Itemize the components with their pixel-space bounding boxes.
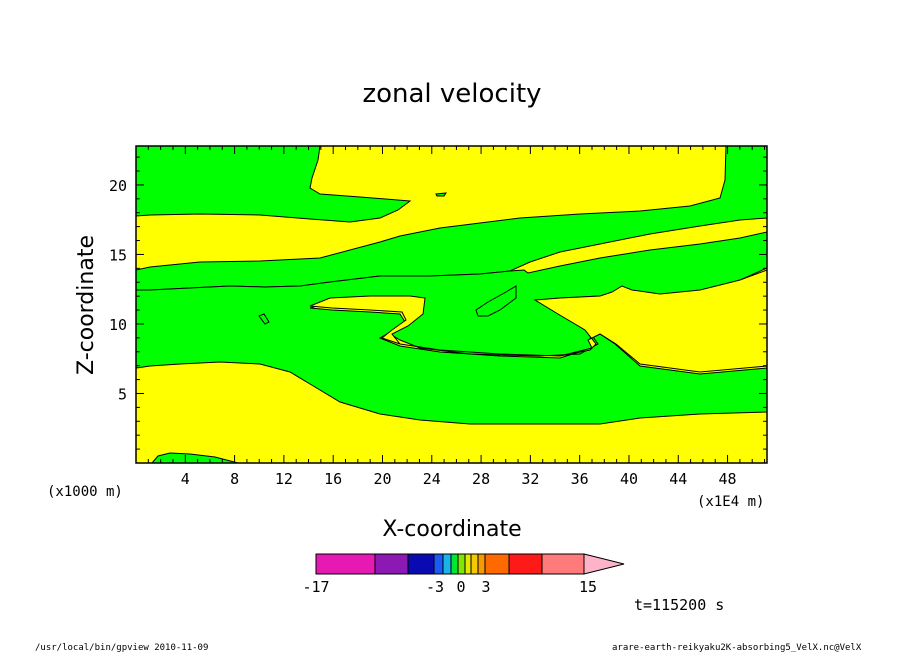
x-tick-label: 32 (521, 470, 539, 488)
chart-title: zonal velocity (362, 79, 541, 109)
colorbar (315, 553, 625, 575)
y-tick-label: 10 (109, 316, 127, 334)
y-axis: 5 10 15 20 (109, 156, 767, 450)
x-tick-label: 40 (620, 470, 638, 488)
colorbar-bin (541, 553, 585, 575)
contour-blob-2 (258, 313, 270, 325)
colorbar-bin (315, 553, 376, 575)
x-tick-label: 48 (719, 470, 737, 488)
x-tick-label: 20 (373, 470, 391, 488)
colorbar-label: -17 (302, 578, 329, 596)
contour-region-top (135, 145, 412, 223)
colorbar-bin (508, 553, 543, 575)
colorbar-bin (470, 553, 479, 575)
x-tick-label: 4 (181, 470, 190, 488)
colorbar-bin (407, 553, 435, 575)
y-tick-label: 15 (109, 246, 127, 264)
colorbar-label: 3 (481, 578, 490, 596)
contour-region-middle-tongue (309, 269, 768, 373)
contour-blob-1 (475, 285, 517, 317)
x-tick-label: 16 (324, 470, 342, 488)
x-tick-label: 8 (230, 470, 239, 488)
colorbar-bin (464, 553, 472, 575)
x-unit-left: (x1000 m) (47, 484, 123, 500)
colorbar-label: -3 (426, 578, 444, 596)
colorbar-label: 0 (456, 578, 465, 596)
colorbar-labels: -17 -3 0 3 15 (302, 578, 597, 596)
x-tick-label: 44 (669, 470, 687, 488)
y-tick-label: 20 (109, 177, 127, 195)
plot-frame (135, 145, 768, 464)
colorbar-bin (484, 553, 510, 575)
x-axis: 4 8 12 16 20 24 28 32 36 40 44 48 (147, 146, 766, 488)
colorbar-bin (457, 553, 466, 575)
x-tick-label: 12 (275, 470, 293, 488)
colorbar-label: 15 (579, 578, 597, 596)
x-tick-label: 36 (571, 470, 589, 488)
y-axis-label: Z-coordinate (74, 235, 99, 375)
contour-blob-3 (435, 192, 448, 197)
colorbar-extend-arrow (583, 553, 625, 575)
plot-border (135, 145, 768, 464)
colorbar-bin (442, 553, 452, 575)
contour-field (135, 145, 768, 464)
y-tick-label: 5 (118, 385, 127, 403)
colorbar-bin (433, 553, 444, 575)
x-axis-label: X-coordinate (382, 517, 521, 542)
time-label: t=115200 s (634, 596, 724, 614)
colorbar-bin (450, 553, 459, 575)
x-unit-right: (x1E4 m) (697, 494, 764, 510)
x-tick-label: 28 (472, 470, 490, 488)
footer-left: /usr/local/bin/gpview 2010-11-09 (35, 643, 208, 653)
x-tick-label: 24 (423, 470, 441, 488)
colorbar-bin (374, 553, 409, 575)
footer-right: arare-earth-reikyaku2K-absorbing5_VelX.n… (612, 643, 862, 653)
colorbar-bin (477, 553, 486, 575)
